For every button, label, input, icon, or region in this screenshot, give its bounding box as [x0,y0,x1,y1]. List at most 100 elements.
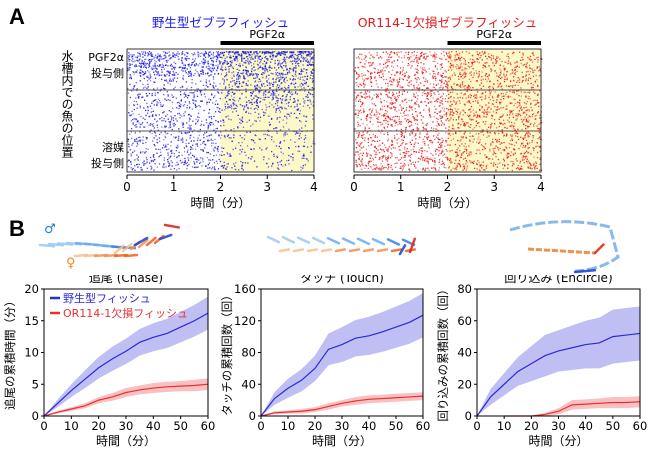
raster-dot [244,134,246,136]
raster-dot [132,151,134,153]
raster-dot [362,134,364,136]
raster-dot [236,86,238,88]
raster-dot [176,52,178,55]
raster-dot [276,100,278,102]
raster-dot [398,137,400,140]
raster-dot [302,76,304,78]
raster-dot [485,156,487,159]
raster-dot [385,119,387,121]
raster-dot [241,51,244,53]
raster-dot [182,124,184,126]
raster-dot [401,78,403,80]
raster-dot [477,53,479,55]
raster-dot [407,63,409,65]
raster-dot [455,131,457,133]
raster-dot [522,54,524,56]
raster-dot [212,69,214,71]
raster-dot [165,166,167,168]
raster-dot [145,136,147,138]
raster-dot [463,72,465,74]
raster-dot [371,63,373,65]
raster-dot [382,156,384,158]
raster-dot [355,147,358,149]
raster-dot [488,106,490,108]
raster-dot [185,94,187,96]
raster-dot [450,160,452,162]
raster-dot [287,105,290,107]
raster-dot [162,64,164,66]
raster-dot [302,154,305,156]
raster-dot [534,168,536,170]
raster-dot [417,129,419,131]
raster-dot [261,108,263,111]
raster-dot [408,58,411,60]
raster-dot [405,152,407,155]
raster-dot [387,123,389,125]
raster-dot [502,114,504,116]
raster-dot [425,57,428,59]
raster-dot [527,125,529,127]
raster-dot [191,53,193,55]
raster-dot [491,158,494,160]
raster-dot [194,166,196,169]
raster-dot [276,107,278,110]
raster-dot [145,58,147,60]
raster-dot [463,86,465,88]
raster-dot [185,145,187,147]
raster-dot [519,114,522,117]
raster-dot [236,75,238,77]
raster-dot [144,72,147,75]
raster-dot [283,135,285,137]
raster-dot [532,136,534,139]
raster-dot [170,56,172,59]
raster-dot [485,165,487,167]
raster-dot [131,63,133,66]
raster-dot [190,146,193,149]
raster-dot [499,116,501,118]
raster-dot [206,73,209,75]
raster-dot [536,66,539,68]
raster-dot [132,118,134,121]
raster-dot [271,139,273,141]
raster-dot [489,85,491,88]
raster-dot [468,153,470,155]
raster-dot [426,133,428,135]
raster-dot [291,93,293,96]
raster-dot [400,121,403,123]
raster-dot [306,58,309,61]
raster-dot [152,125,154,127]
raster-dot [408,110,410,112]
raster-dot [129,67,131,69]
raster-dot [391,119,393,121]
raster-dot [161,126,163,128]
raster-dot [428,169,430,171]
raster-dot [215,154,217,156]
raster-dot [310,51,312,53]
raster-dot [391,168,393,171]
raster-dot [278,51,280,53]
raster-dot [496,60,498,62]
raster-dot [191,82,193,84]
raster-dot [205,79,208,81]
raster-dot [528,58,530,60]
raster-dot [135,82,137,84]
raster-dot [191,131,194,133]
raster-dot [306,55,308,57]
raster-dot [459,140,461,142]
raster-dot [417,77,419,79]
raster-dot [483,109,486,111]
raster-dot [480,93,483,95]
raster-dot [367,139,370,141]
raster-dot [149,156,152,159]
raster-dot [130,167,132,169]
raster-dot [403,99,406,101]
raster-dot [141,70,144,73]
raster-dot [161,147,164,149]
y-bottom-label-line1: 溶媒 [102,141,124,154]
raster-dot [536,167,538,169]
raster-dot [441,66,443,69]
raster-dot [241,167,243,170]
raster-dot [513,90,515,92]
raster-dot [429,73,431,75]
raster-dot [479,164,481,166]
